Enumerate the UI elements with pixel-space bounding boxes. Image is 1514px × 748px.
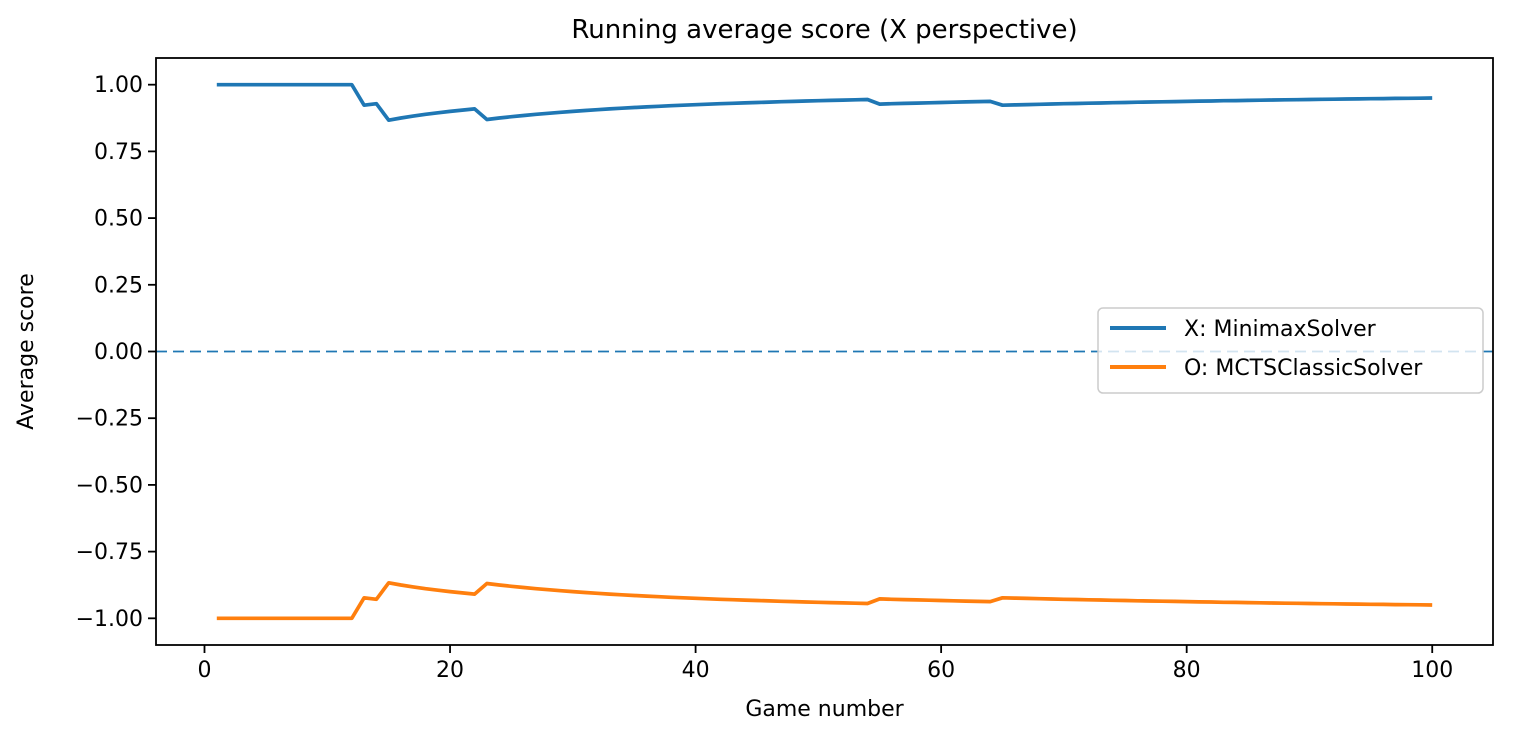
- series-line-1: [216, 580, 1433, 621]
- legend: X: MinimaxSolver O: MCTSClassicSolver: [1097, 307, 1484, 394]
- legend-box: [1097, 307, 1484, 394]
- x-tick-label: 100: [1411, 658, 1453, 683]
- series-lines: [216, 82, 1433, 621]
- y-tick-label: −0.50: [76, 473, 143, 498]
- y-tick-label: −0.25: [76, 407, 143, 432]
- legend-label-x: X: MinimaxSolver: [1184, 317, 1377, 342]
- y-tick-label: −1.00: [76, 607, 143, 632]
- y-axis-ticks: 1.00 0.75 0.50 0.25 0.00 −0.25 −0.50 −0.75 −1.00: [76, 73, 156, 632]
- y-tick-label: 1.00: [94, 73, 143, 98]
- x-tick-label: 0: [197, 658, 211, 683]
- y-tick-label: 0.75: [94, 140, 143, 165]
- x-axis-ticks: 0 20 40 60 80 100: [197, 645, 1453, 683]
- x-tick-label: 20: [436, 658, 464, 683]
- chart-title: Running average score (X perspective): [571, 15, 1077, 45]
- x-axis-label: Game number: [745, 697, 904, 722]
- y-axis-label: Average score: [14, 273, 39, 429]
- x-tick-label: 80: [1173, 658, 1201, 683]
- x-tick-label: 40: [682, 658, 710, 683]
- legend-label-o: O: MCTSClassicSolver: [1184, 356, 1423, 381]
- y-tick-label: −0.75: [76, 540, 143, 565]
- y-tick-label: 0.25: [94, 273, 143, 298]
- series-line-0: [216, 82, 1433, 123]
- y-tick-label: 0.50: [94, 207, 143, 232]
- y-tick-label: 0.00: [94, 340, 143, 365]
- x-tick-label: 60: [927, 658, 955, 683]
